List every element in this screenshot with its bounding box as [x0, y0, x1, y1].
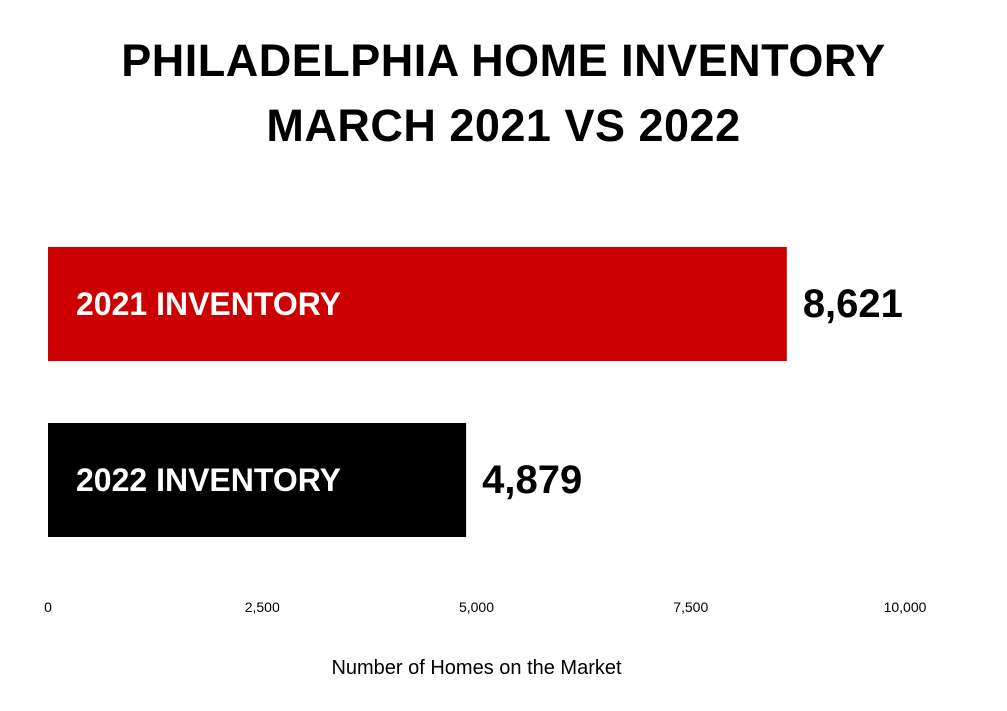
bar-2022-inventory	[48, 423, 467, 537]
x-tick-label: 0	[44, 599, 52, 615]
value-label-2022-inventory: 4,879	[482, 458, 582, 502]
chart-title: PHILADELPHIA HOME INVENTORY MARCH 2021 V…	[0, 28, 1007, 158]
chart-title-line-1: PHILADELPHIA HOME INVENTORY	[121, 35, 886, 86]
x-tick-label: 7,500	[673, 599, 708, 615]
bar-label-2022-inventory: 2022 INVENTORY	[76, 462, 341, 498]
bar-2021-inventory	[48, 247, 787, 361]
x-tick-label: 2,500	[245, 599, 280, 615]
x-tick-label: 5,000	[459, 599, 494, 615]
bar-label-2021-inventory: 2021 INVENTORY	[76, 286, 341, 322]
chart-title-line-2: MARCH 2021 VS 2022	[266, 100, 741, 151]
x-axis-title: Number of Homes on the Market	[331, 657, 622, 679]
x-tick-label: 10,000	[884, 599, 927, 615]
value-label-2021-inventory: 8,621	[803, 282, 903, 326]
